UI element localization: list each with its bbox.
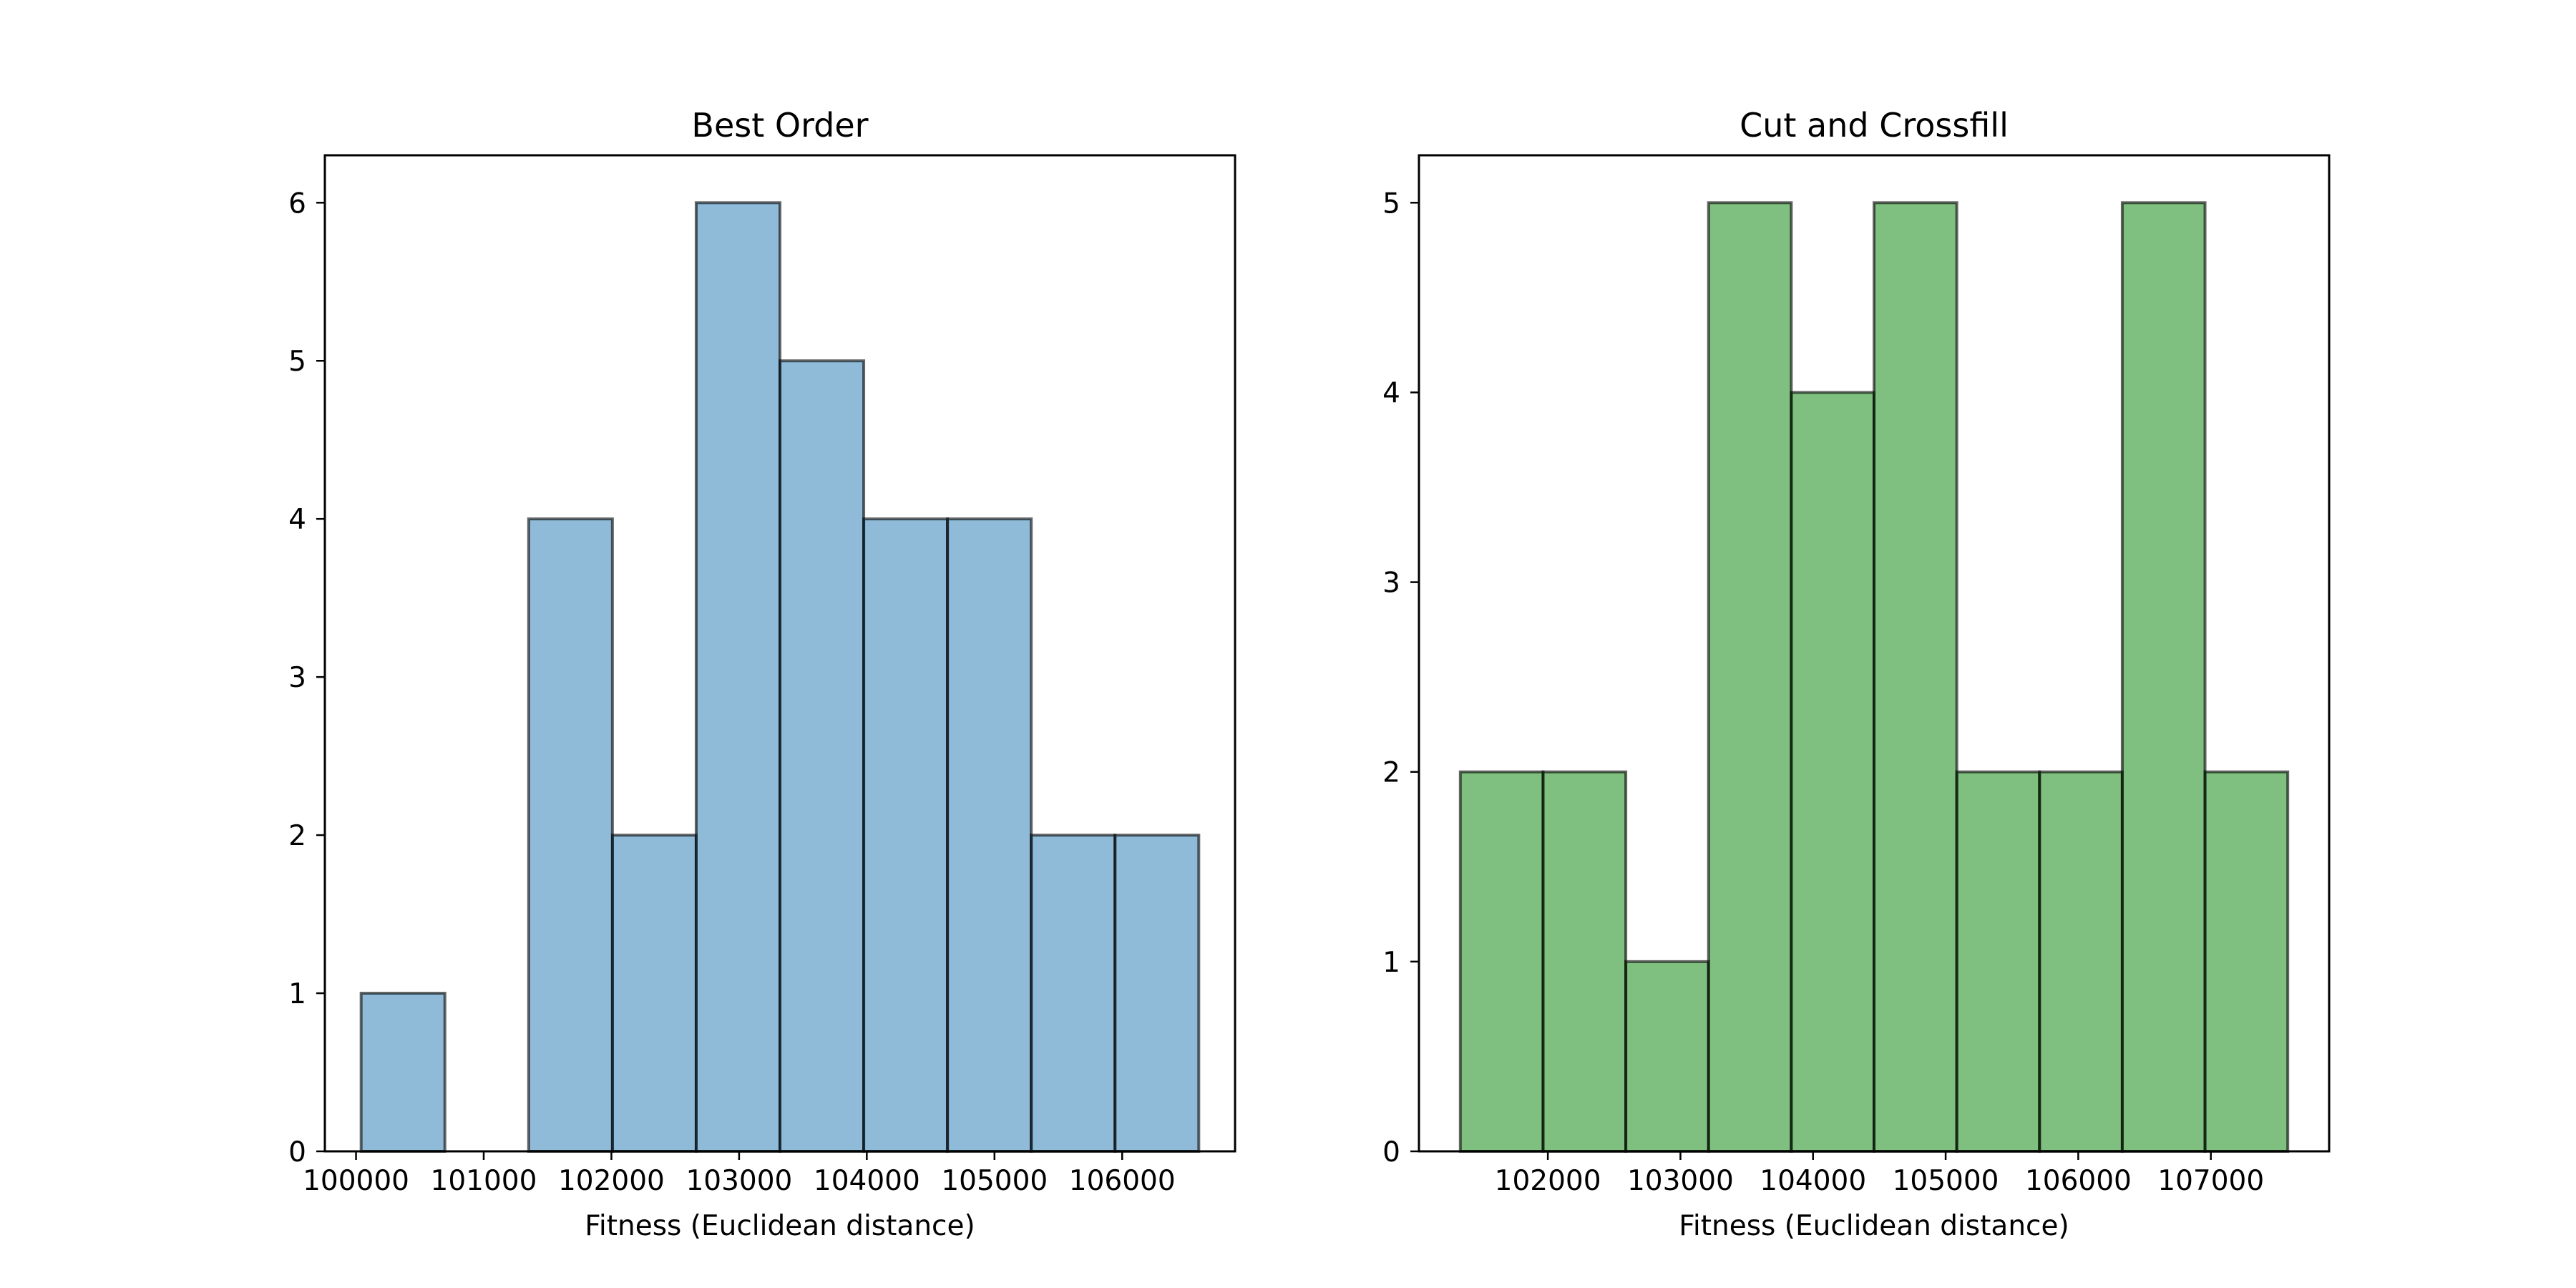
x-tick-label: 102000 — [558, 1165, 665, 1197]
histogram-bar — [1113, 834, 1201, 1153]
y-tick-label: 4 — [1382, 377, 1400, 409]
histogram-bar — [2203, 770, 2290, 1153]
x-tick-label: 106000 — [1069, 1165, 1176, 1197]
histogram-bar — [1955, 770, 2041, 1153]
histogram-bar — [1541, 770, 1628, 1153]
x-tick-label: 105000 — [941, 1165, 1048, 1197]
histogram-panel-cut-and-crossfill: 102000 103000 104000 105000 106000 107000 0 1 2 3… — [1382, 106, 2331, 1242]
x-tick-label: 104000 — [814, 1165, 920, 1197]
y-tick-label: 2 — [288, 820, 306, 852]
y-tick-label: 0 — [1382, 1136, 1400, 1169]
y-tick-label: 4 — [288, 504, 306, 536]
y-tick-label: 5 — [1382, 187, 1400, 220]
y-tick-label: 6 — [288, 187, 306, 220]
chart-title: Best Order — [691, 106, 868, 145]
histogram-panel-best-order: 100000 101000 102000 103000 104000 105000 1060… — [288, 106, 1236, 1242]
histogram-bar — [1707, 201, 1793, 1153]
histogram-bar — [1790, 391, 1875, 1153]
histogram-bar — [2120, 201, 2207, 1153]
axes-frame — [1418, 154, 2331, 1153]
histogram-bar — [1873, 201, 1958, 1153]
y-tick-label: 1 — [288, 978, 306, 1010]
x-tick-label: 104000 — [1760, 1165, 1866, 1197]
x-tick-label: 103000 — [686, 1165, 792, 1197]
histogram-bar — [1030, 834, 1117, 1153]
y-tick-label: 3 — [288, 662, 306, 694]
y-tick-label: 5 — [288, 346, 306, 378]
y-tick-label: 0 — [288, 1136, 306, 1169]
y-tick-label: 1 — [1382, 947, 1400, 979]
x-tick-label: 107000 — [2157, 1165, 2264, 1197]
x-axis-label: Fitness (Euclidean distance) — [1679, 1210, 2069, 1242]
axes-frame — [323, 154, 1236, 1153]
x-tick-label: 103000 — [1627, 1165, 1734, 1197]
x-tick-label: 105000 — [1893, 1165, 1999, 1197]
y-tick-label: 3 — [1382, 567, 1400, 600]
x-tick-label: 100000 — [303, 1165, 409, 1197]
y-tick-label: 2 — [1382, 757, 1400, 789]
x-tick-label: 101000 — [431, 1165, 537, 1197]
chart-title: Cut and Crossfill — [1740, 106, 2009, 145]
histogram-bar — [359, 992, 447, 1153]
histogram-bar — [694, 201, 782, 1153]
histogram-bar — [946, 517, 1033, 1153]
histogram-bar — [779, 359, 866, 1153]
histogram-bar — [2038, 770, 2124, 1153]
x-tick-label: 106000 — [2025, 1165, 2132, 1197]
x-tick-label: 102000 — [1495, 1165, 1601, 1197]
histogram-bar — [1624, 960, 1710, 1153]
histogram-bar — [1458, 770, 1545, 1153]
histogram-bar — [862, 517, 950, 1153]
histogram-bar — [610, 834, 698, 1153]
histogram-bar — [527, 517, 614, 1153]
x-axis-label: Fitness (Euclidean distance) — [585, 1210, 975, 1242]
